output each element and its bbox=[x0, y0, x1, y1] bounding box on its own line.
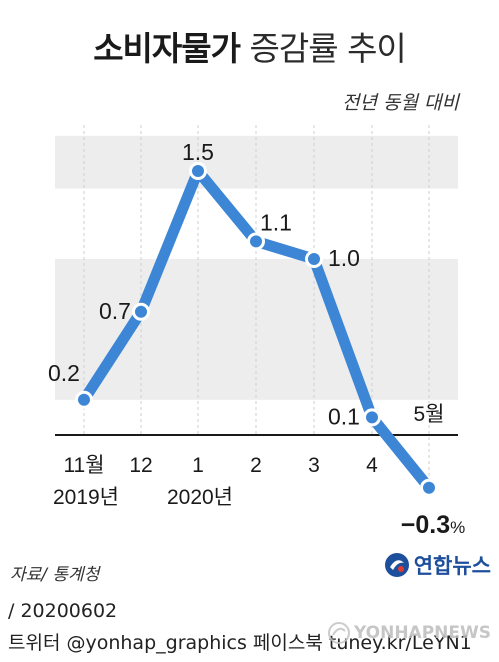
data-label: −0.3% bbox=[401, 511, 465, 539]
x-tick-label: 12 bbox=[129, 454, 152, 477]
x-tick-label: 4 bbox=[366, 454, 378, 477]
watermark-icon bbox=[327, 622, 350, 644]
data-point bbox=[363, 408, 381, 427]
chart-title: 소비자물가 증감률 추이 bbox=[0, 22, 499, 70]
x-tick-label: 5월 bbox=[414, 403, 445, 426]
logo-text: 연합뉴스 bbox=[413, 554, 491, 578]
chart-subtitle: 전년 동월 대비 bbox=[342, 92, 459, 114]
yonhap-logo-icon bbox=[384, 553, 409, 577]
data-label: 1.1 bbox=[260, 209, 292, 235]
data-label: 1.5 bbox=[182, 139, 214, 165]
data-point bbox=[189, 162, 207, 180]
yonhap-logo: 연합뉴스 bbox=[384, 550, 491, 580]
x-tick-label: 1 bbox=[192, 454, 204, 477]
year-label: 2020년 bbox=[167, 486, 233, 509]
year-label: 2019년 bbox=[53, 486, 119, 509]
data-point bbox=[132, 302, 150, 321]
source-note: 자료/ 통계청 bbox=[10, 565, 100, 585]
data-point bbox=[305, 250, 323, 268]
x-tick-label: 11월 bbox=[63, 454, 104, 477]
x-tick-label: 3 bbox=[308, 454, 320, 477]
data-label: 0.2 bbox=[48, 360, 80, 386]
title-light: 증감률 추이 bbox=[249, 29, 407, 68]
data-label: 0.1 bbox=[328, 403, 360, 429]
watermark: YONHAPNEWS bbox=[327, 622, 491, 644]
data-point bbox=[420, 478, 438, 497]
data-point bbox=[75, 390, 93, 409]
data-point bbox=[247, 232, 265, 251]
title-bold: 소비자물가 bbox=[93, 29, 241, 68]
data-label: 1.0 bbox=[328, 245, 360, 271]
social-links: 트위터 @yonhap_graphics 페이스북 tuney.kr/LeYN1 bbox=[8, 632, 472, 654]
date-stamp: / 20200602 bbox=[8, 600, 118, 622]
x-tick-label: 2 bbox=[250, 454, 262, 477]
data-label: 0.7 bbox=[99, 298, 131, 324]
watermark-text: YONHAPNEWS bbox=[353, 623, 491, 643]
